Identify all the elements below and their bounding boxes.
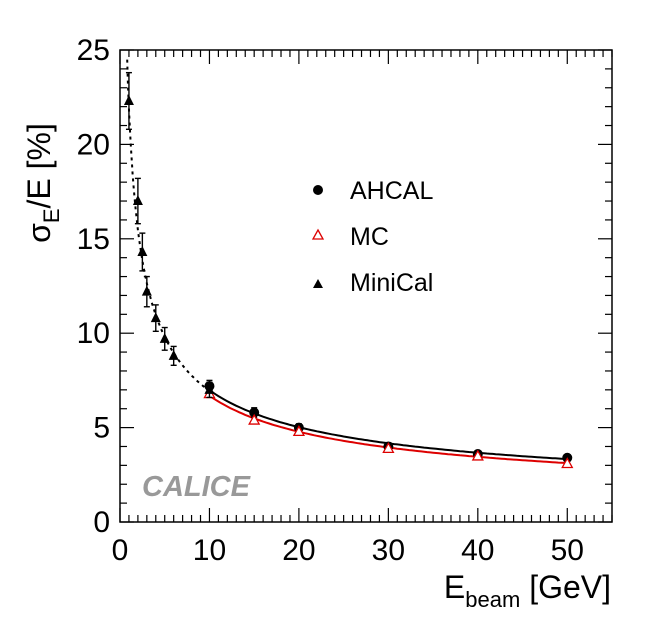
legend-label-ahcal: AHCAL [350,177,433,205]
point-minical [159,332,170,343]
calice-watermark: CALICE [142,471,252,503]
point-mc [292,425,306,437]
y-tick-label: 0 [93,506,110,539]
legend-label-minical: MiniCal [350,269,433,297]
legend-marker-minical [313,279,323,288]
x-tick-label: 20 [282,534,315,567]
legend-marker-mc [311,228,325,240]
axis-ticks: 0 10 20 30 40 50 0 5 10 15 20 25 [77,34,613,567]
svg-text:σE/E [%]: σE/E [%] [21,123,64,243]
fit-curve-minical [126,59,211,392]
point-minical [168,349,179,360]
x-axis-title-main: E [444,569,465,605]
legend-label-mc: MC [350,223,389,251]
x-tick-label: 30 [372,534,405,567]
point-minical [132,195,143,206]
y-axis-title-rest: /E [%] [21,123,57,208]
x-axis-title-unit: [GeV] [520,569,611,605]
point-minical [123,94,134,105]
y-axis-title-sub: E [39,208,64,223]
y-tick-label: 20 [77,128,110,161]
point-minical [137,246,148,257]
point-minical [150,312,161,323]
svg-text:Ebeam [GeV]: Ebeam [GeV] [444,569,611,612]
x-axis-title-sub: beam [465,587,520,612]
x-axis-title: Ebeam [GeV] [444,569,611,612]
x-tick-label: 50 [551,534,584,567]
x-tick-label: 10 [193,534,226,567]
point-mc [471,449,484,461]
y-tick-label: 5 [93,412,110,445]
point-mc [382,442,395,454]
y-axis-title-main: σ [21,223,57,243]
plot-frame [119,49,613,523]
point-mc [561,457,574,469]
point-mc [248,413,261,425]
x-tick-label: 0 [112,534,129,567]
y-tick-label: 25 [77,34,110,67]
y-axis-title: σE/E [%] [21,123,64,243]
y-tick-label: 15 [77,223,110,256]
x-tick-label: 40 [461,534,494,567]
data-points [123,71,574,469]
point-minical [141,285,152,296]
point-minical [204,383,215,394]
point-ahcal [249,407,260,418]
y-tick-label: 10 [77,317,110,350]
legend-marker-ahcal [313,185,323,195]
legend: AHCAL MC MiniCal [311,177,433,297]
